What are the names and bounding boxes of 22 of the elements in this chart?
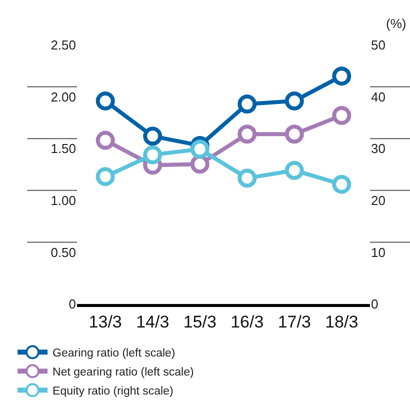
x-tick-label: 15/3 [183, 312, 216, 332]
x-tick-label: 16/3 [230, 312, 264, 332]
y-tick-label: 1.50 [50, 141, 76, 156]
y2-tick-label: 20 [371, 192, 386, 208]
y-tick-label: 2.50 [50, 38, 76, 53]
legend-label: Gearing ratio (left scale) [52, 348, 176, 360]
y2-tick-label: 0 [371, 296, 378, 312]
x-tick-label: 14/3 [136, 312, 170, 332]
y2-tick-label: 10 [371, 244, 386, 260]
y-tick-label: 0.50 [50, 244, 76, 260]
y-tick-label: 2.00 [50, 89, 76, 104]
x-tick-label: 13/3 [88, 312, 122, 332]
y2-axis-title: (%) [386, 16, 406, 31]
y-tick-label: 0 [68, 296, 76, 312]
y2-tick-label: 40 [371, 89, 386, 104]
legend-label: Equity ratio (right scale) [52, 386, 174, 398]
y2-tick-label: 50 [371, 38, 386, 53]
y-tick-label: 1.00 [50, 192, 76, 208]
y2-tick-label: 30 [371, 141, 386, 156]
legend-label: Net gearing ratio (left scale) [52, 366, 194, 379]
x-tick-label: 17/3 [278, 312, 311, 332]
x-tick-label: 18/3 [325, 312, 358, 332]
